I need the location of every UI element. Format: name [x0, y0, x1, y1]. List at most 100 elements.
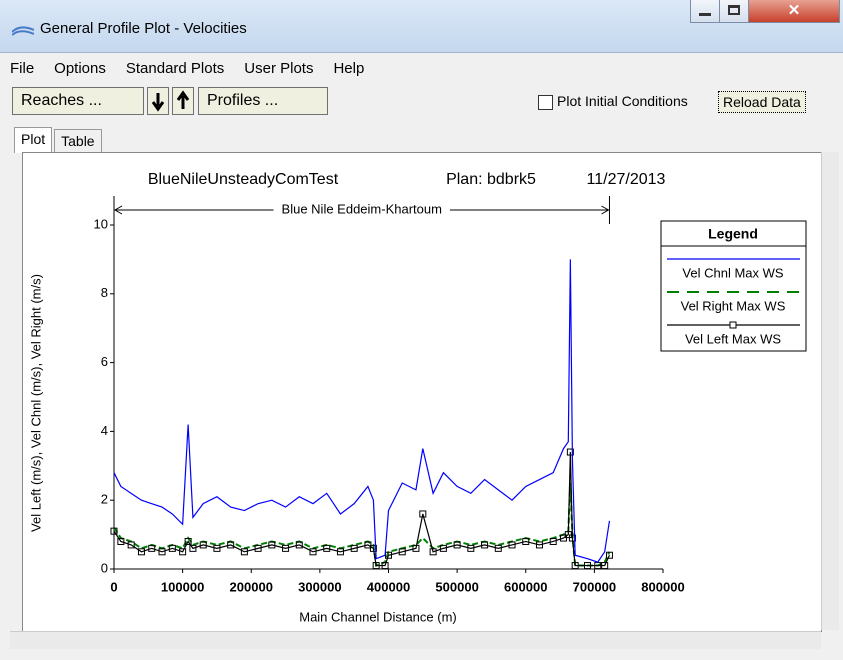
x-tick-label: 700000: [573, 579, 616, 594]
series-marker: [254, 544, 262, 552]
series-marker: [535, 541, 543, 549]
series-marker: [336, 548, 344, 556]
series-marker: [179, 548, 187, 556]
series-marker: [148, 544, 156, 552]
series-marker: [571, 562, 579, 570]
legend-label: Vel Chnl Max WS: [682, 265, 783, 280]
series-marker: [158, 548, 166, 556]
tab[interactable]: Plot: [14, 127, 53, 153]
y-tick-label: 2: [101, 492, 108, 507]
series-marker: [268, 541, 276, 549]
title-bar: General Profile Plot - Velocities ✕: [0, 0, 843, 53]
reload-button[interactable]: Reload Data: [718, 91, 806, 113]
legend-label: Vel Left Max WS: [685, 331, 781, 346]
menu-bar: File Options Standard Plots User Plots Help: [0, 56, 843, 80]
series-marker: [584, 562, 592, 570]
series-line: [113, 259, 611, 563]
series-marker: [549, 537, 557, 545]
plot-area: BlueNileUnsteadyComTest Plan: bdbrk5 11/…: [22, 152, 822, 632]
plan-label: Plan: bdbrk5: [446, 171, 536, 188]
series-marker: [453, 541, 461, 549]
reach-arrow: [113, 205, 274, 215]
series-marker: [508, 541, 516, 549]
horizontal-scrollbar[interactable]: [10, 631, 821, 649]
series-marker: [568, 534, 576, 542]
series-marker: [350, 544, 358, 552]
series-marker: [309, 548, 317, 556]
series-marker: [168, 544, 176, 552]
x-tick-label: 500000: [435, 579, 478, 594]
checkbox[interactable]: [538, 95, 553, 110]
series-marker: [398, 548, 406, 556]
series-marker: [494, 544, 502, 552]
y-tick-label: 8: [101, 285, 108, 300]
series-marker: [419, 510, 427, 518]
series-marker: [601, 562, 609, 570]
menu-item[interactable]: User Plots: [244, 60, 314, 77]
series-line: [113, 482, 611, 567]
series-marker: [439, 544, 447, 552]
series-marker: [189, 544, 197, 552]
checkbox-label: Plot Initial Conditions: [557, 93, 688, 109]
y-axis-label: Vel Left (m/s), Vel Chnl (m/s), Vel Righ…: [28, 274, 43, 532]
x-tick-label: 100000: [161, 579, 204, 594]
series-marker: [127, 541, 135, 549]
series-marker: [566, 448, 574, 456]
minimize-button[interactable]: [690, 0, 720, 23]
y-tick-label: 10: [94, 216, 108, 231]
series-marker: [429, 548, 437, 556]
x-tick-label: 0: [110, 579, 117, 594]
y-tick-label: 6: [101, 354, 108, 369]
series-line: [113, 452, 611, 567]
chart-title: BlueNileUnsteadyComTest: [148, 171, 339, 188]
x-tick-label: 400000: [367, 579, 410, 594]
y-tick-label: 0: [101, 560, 108, 575]
tab[interactable]: Table: [54, 129, 102, 152]
series-marker: [184, 537, 192, 545]
app-icon: [12, 26, 34, 36]
series-marker: [199, 541, 207, 549]
menu-item[interactable]: Help: [333, 60, 365, 77]
move-up-button[interactable]: [172, 87, 194, 115]
series-marker: [227, 541, 235, 549]
date-label: 11/27/2013: [587, 171, 666, 188]
series-marker: [381, 562, 389, 570]
series-marker: [412, 544, 420, 552]
menu-item[interactable]: Options: [54, 60, 106, 77]
series-marker: [372, 562, 380, 570]
reach-label: Blue Nile Eddeim-Khartoum: [282, 201, 442, 216]
x-tick-label: 300000: [298, 579, 341, 594]
series-marker: [240, 548, 248, 556]
series-marker: [467, 544, 475, 552]
window-title: General Profile Plot - Velocities: [40, 20, 247, 37]
profiles-button[interactable]: Profiles ...: [198, 87, 328, 115]
series-marker: [522, 537, 530, 545]
reach-arrow: [449, 205, 610, 215]
vertical-scrollbar[interactable]: [821, 152, 839, 630]
legend-title: Legend: [708, 226, 758, 242]
series-marker: [605, 551, 613, 559]
move-down-button[interactable]: [147, 87, 169, 115]
menu-item[interactable]: File: [10, 60, 35, 77]
series-marker: [481, 541, 489, 549]
x-axis-label: Main Channel Distance (m): [299, 609, 457, 624]
reaches-button[interactable]: Reaches ...: [12, 87, 144, 115]
series-marker: [369, 544, 377, 552]
series-marker: [117, 537, 125, 545]
x-tick-label: 600000: [504, 579, 547, 594]
y-tick-label: 4: [101, 423, 108, 438]
legend-marker: [729, 321, 737, 329]
close-button[interactable]: ✕: [748, 0, 840, 23]
x-tick-label: 200000: [230, 579, 273, 594]
x-tick-label: 800000: [641, 579, 684, 594]
series-marker: [213, 544, 221, 552]
series-marker: [323, 544, 331, 552]
maximize-button[interactable]: [719, 0, 749, 23]
menu-item[interactable]: Standard Plots: [125, 60, 225, 77]
legend-box: [660, 220, 807, 352]
series-marker: [282, 544, 290, 552]
series-marker: [137, 548, 145, 556]
legend-label: Vel Right Max WS: [681, 298, 786, 313]
series-marker: [295, 541, 303, 549]
